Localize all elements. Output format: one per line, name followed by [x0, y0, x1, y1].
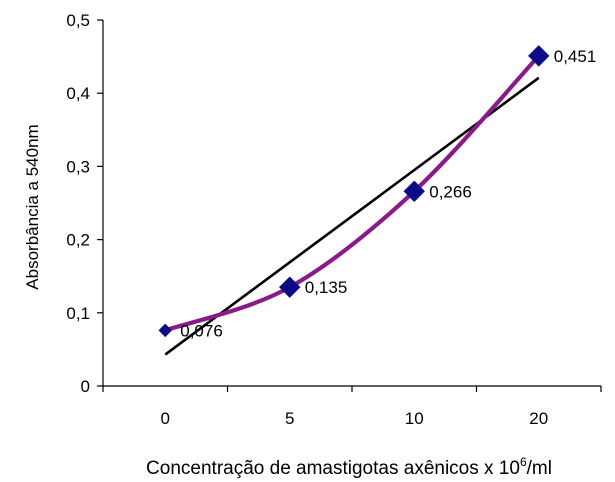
data-point-marker: [403, 180, 425, 202]
y-axis-title: Absorbância a 540nm: [23, 124, 42, 289]
data-labels-layer: 0,076 0,135 0,266 0,451: [180, 47, 596, 341]
y-tick-label: 0,1: [66, 304, 90, 323]
data-label: 0,076: [180, 321, 223, 340]
series-layer: [158, 45, 550, 338]
y-tick-label: 0,2: [66, 231, 90, 250]
x-axis-title: Concentração de amastigotas axênicos x 1…: [146, 455, 552, 479]
data-point-marker: [158, 323, 172, 338]
x-axis-title-main: Concentração de amastigotas axênicos x 1…: [146, 458, 520, 479]
data-label: 0,451: [554, 47, 597, 66]
x-tick-label: 20: [529, 409, 548, 428]
x-tick-label: 10: [405, 409, 424, 428]
y-tick-label: 0,3: [66, 157, 90, 176]
data-point-marker: [528, 45, 550, 67]
axes-layer: 0 0,1 0,2 0,3 0,4 0,5 0 5 10 20: [66, 11, 602, 428]
y-tick-label: 0: [81, 377, 90, 396]
data-point-marker: [279, 276, 301, 298]
x-tick-label: 5: [285, 409, 294, 428]
data-label: 0,266: [429, 182, 472, 201]
series-line: [163, 53, 541, 333]
x-tick-label: 0: [161, 409, 170, 428]
x-axis-title-superscript: 6: [520, 455, 527, 469]
y-tick-label: 0,5: [66, 11, 90, 30]
x-axis-title-suffix: /ml: [527, 458, 552, 479]
data-label: 0,135: [305, 278, 348, 297]
y-tick-label: 0,4: [66, 84, 90, 103]
